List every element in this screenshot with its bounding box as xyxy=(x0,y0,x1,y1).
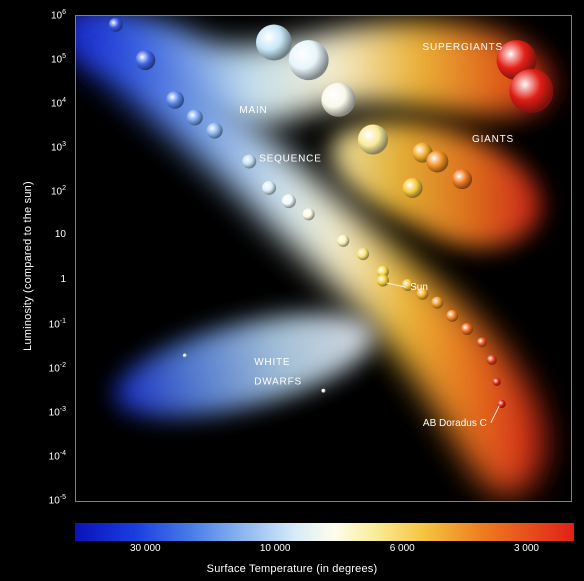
temperature-colorbar xyxy=(75,523,574,541)
region-label-giants: GIANTS xyxy=(472,134,514,145)
x-tick: 10 000 xyxy=(260,543,291,557)
x-tick: 3 000 xyxy=(514,543,539,557)
y-tick: 103 xyxy=(38,141,66,153)
y-tick: 10-5 xyxy=(38,494,66,506)
star xyxy=(282,194,296,208)
y-tick: 10-3 xyxy=(38,406,66,418)
hr-plot-svg: SUPERGIANTS GIANTS MAIN SEQUENCE WHITE DWARFS… xyxy=(76,16,571,501)
star xyxy=(109,18,123,32)
star xyxy=(207,123,223,139)
y-tick: 10-1 xyxy=(38,318,66,330)
region-label-white-dwarfs: WHITE xyxy=(254,357,290,368)
star xyxy=(256,24,292,60)
y-tick: 106 xyxy=(38,9,66,21)
star xyxy=(477,337,487,347)
star xyxy=(135,50,155,70)
region-label-main-sequence: SEQUENCE xyxy=(259,154,322,165)
y-tick: 102 xyxy=(38,185,66,197)
star xyxy=(461,323,473,335)
region-white-dwarfs xyxy=(105,293,384,438)
region-label-main-sequence: MAIN xyxy=(239,105,267,116)
region-label-supergiants: SUPERGIANTS xyxy=(423,42,503,53)
x-axis-title: Surface Temperature (in degrees) xyxy=(0,563,584,575)
y-axis-title: Luminosity (compared to the sun) xyxy=(22,166,34,366)
star xyxy=(289,40,329,80)
star xyxy=(446,310,458,322)
star xyxy=(358,124,388,154)
star xyxy=(431,297,443,309)
star xyxy=(452,169,472,189)
star xyxy=(187,109,203,125)
star xyxy=(493,378,501,386)
star xyxy=(426,151,448,173)
y-tick: 105 xyxy=(38,53,66,65)
star-label-sun: Sun xyxy=(410,282,428,293)
y-tick: 10-4 xyxy=(38,450,66,462)
star xyxy=(183,354,187,358)
x-tick: 30 000 xyxy=(130,543,161,557)
region-label-white-dwarfs: DWARFS xyxy=(254,377,302,388)
star xyxy=(242,155,256,169)
star xyxy=(337,235,349,247)
x-axis-ticks: 30 000 10 000 6 000 3 000 xyxy=(75,543,574,557)
star xyxy=(321,83,355,117)
star xyxy=(166,91,184,109)
y-tick: 1 xyxy=(38,274,66,285)
star xyxy=(509,69,553,113)
star-label-ab-doradus-c: AB Doradus C xyxy=(423,418,487,429)
star xyxy=(487,355,497,365)
y-tick: 10-2 xyxy=(38,362,66,374)
y-tick: 10 xyxy=(38,229,66,240)
star xyxy=(303,208,315,220)
x-tick: 6 000 xyxy=(390,543,415,557)
star xyxy=(403,178,423,198)
y-tick: 104 xyxy=(38,97,66,109)
star-sun xyxy=(377,275,389,287)
star xyxy=(322,389,326,393)
star xyxy=(262,181,276,195)
hr-plot: SUPERGIANTS GIANTS MAIN SEQUENCE WHITE DWARFS… xyxy=(75,15,572,502)
star xyxy=(357,248,369,260)
